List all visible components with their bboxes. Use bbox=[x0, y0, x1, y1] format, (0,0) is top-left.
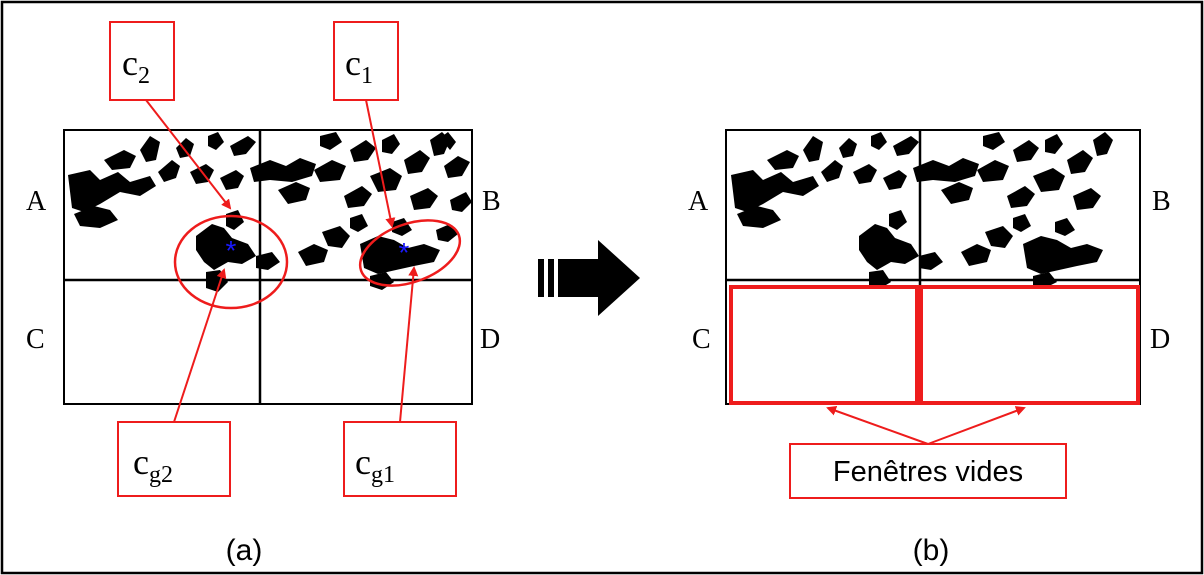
caption-a: (a) bbox=[226, 534, 263, 567]
centroid-marker-c1: * bbox=[399, 237, 410, 268]
callout-box-c1 bbox=[333, 21, 399, 101]
callout-box-c2 bbox=[109, 21, 175, 101]
corner-label-a: A bbox=[26, 186, 47, 217]
arrow-cg2-to-centroid bbox=[173, 268, 227, 423]
corner-label-c: C bbox=[26, 324, 45, 355]
callout-box-cg2 bbox=[117, 421, 231, 497]
corner-label-b: B bbox=[482, 186, 501, 217]
arrow-c1-to-component bbox=[365, 99, 396, 228]
empty-windows-label: Fenêtres vides bbox=[833, 456, 1023, 488]
caption-b: (b) bbox=[913, 534, 950, 567]
panel-a: * * A B C D c2 c1 cg2 cg1 (a) bbox=[26, 21, 501, 567]
corner-label-c-b: C bbox=[692, 324, 711, 355]
handwriting-ink-b bbox=[731, 132, 1113, 288]
callout-label-c2: c2 bbox=[122, 43, 150, 89]
callout-label-cg1: cg1 bbox=[355, 442, 395, 488]
callout-label-cg2: cg2 bbox=[133, 442, 173, 488]
arrow-c2-to-component bbox=[145, 99, 232, 210]
handwriting-ink-a bbox=[68, 132, 472, 292]
component-ellipse-c1 bbox=[358, 219, 462, 287]
arrow-to-empty-window-d bbox=[927, 406, 1026, 445]
arrow-cg1-to-centroid bbox=[399, 266, 419, 423]
transition-arrow bbox=[538, 240, 640, 316]
corner-label-a-b: A bbox=[688, 186, 709, 217]
empty-window-c bbox=[729, 285, 919, 405]
corner-label-d: D bbox=[480, 324, 500, 355]
corner-label-b-b: B bbox=[1152, 186, 1171, 217]
centroid-marker-c2: * bbox=[226, 235, 237, 266]
component-ellipse-c2 bbox=[173, 214, 289, 310]
callout-label-c1: c1 bbox=[345, 43, 373, 89]
corner-label-d-b: D bbox=[1150, 324, 1170, 355]
panel-b: A B C D Fenêtres vides (b) bbox=[688, 129, 1171, 567]
callout-box-cg1 bbox=[343, 421, 457, 497]
window-grid-a bbox=[63, 129, 473, 405]
empty-window-d bbox=[919, 285, 1140, 405]
arrow-to-empty-window-c bbox=[826, 406, 929, 445]
